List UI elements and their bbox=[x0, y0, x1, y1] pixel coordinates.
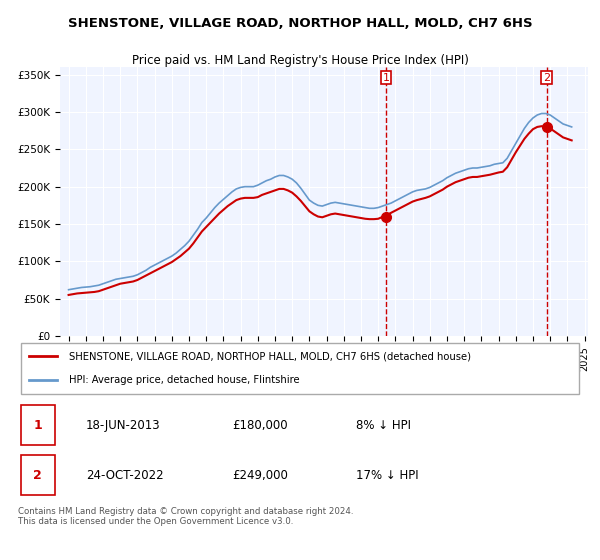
Text: 18-JUN-2013: 18-JUN-2013 bbox=[86, 419, 160, 432]
Text: SHENSTONE, VILLAGE ROAD, NORTHOP HALL, MOLD, CH7 6HS: SHENSTONE, VILLAGE ROAD, NORTHOP HALL, M… bbox=[68, 17, 532, 30]
Text: HPI: Average price, detached house, Flintshire: HPI: Average price, detached house, Flin… bbox=[69, 375, 299, 385]
FancyBboxPatch shape bbox=[21, 343, 579, 394]
Text: 2: 2 bbox=[34, 469, 42, 482]
Text: SHENSTONE, VILLAGE ROAD, NORTHOP HALL, MOLD, CH7 6HS (detached house): SHENSTONE, VILLAGE ROAD, NORTHOP HALL, M… bbox=[69, 352, 471, 362]
Text: 1: 1 bbox=[34, 419, 42, 432]
Text: 24-OCT-2022: 24-OCT-2022 bbox=[86, 469, 163, 482]
Text: 1: 1 bbox=[383, 73, 389, 82]
Text: 2: 2 bbox=[543, 73, 550, 82]
Text: Contains HM Land Registry data © Crown copyright and database right 2024.
This d: Contains HM Land Registry data © Crown c… bbox=[18, 507, 353, 526]
Text: £180,000: £180,000 bbox=[232, 419, 288, 432]
FancyBboxPatch shape bbox=[21, 405, 55, 446]
Text: 17% ↓ HPI: 17% ↓ HPI bbox=[356, 469, 419, 482]
Text: £249,000: £249,000 bbox=[232, 469, 288, 482]
Text: 8% ↓ HPI: 8% ↓ HPI bbox=[356, 419, 412, 432]
FancyBboxPatch shape bbox=[21, 455, 55, 496]
Text: Price paid vs. HM Land Registry's House Price Index (HPI): Price paid vs. HM Land Registry's House … bbox=[131, 54, 469, 67]
